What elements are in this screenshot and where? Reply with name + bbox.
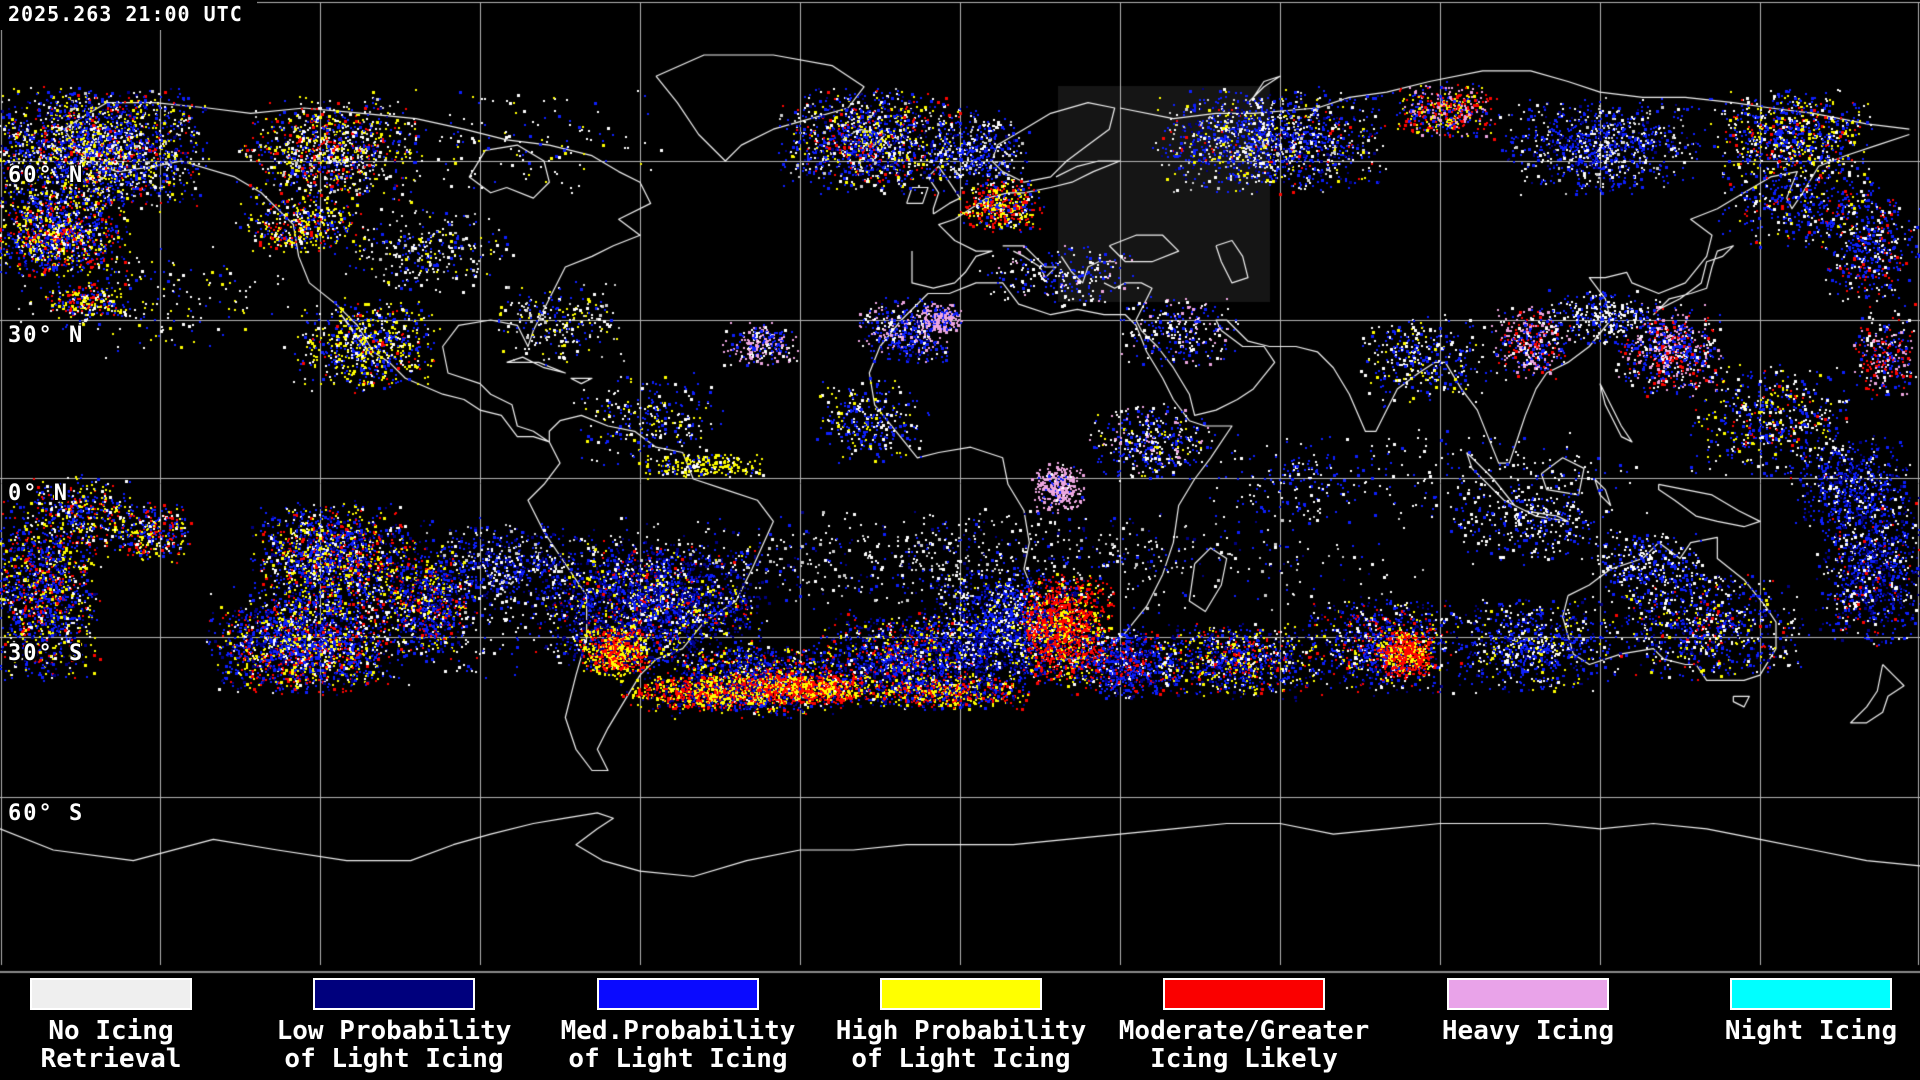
latitude-label: 60° S (8, 801, 85, 826)
latitude-label: 0° N (8, 481, 69, 506)
latitude-label: 30° N (8, 323, 85, 348)
latitude-label: 30° S (8, 641, 85, 666)
timestamp: 2025.263 21:00 UTC (0, 0, 257, 30)
latitude-label: 60° N (8, 163, 85, 188)
